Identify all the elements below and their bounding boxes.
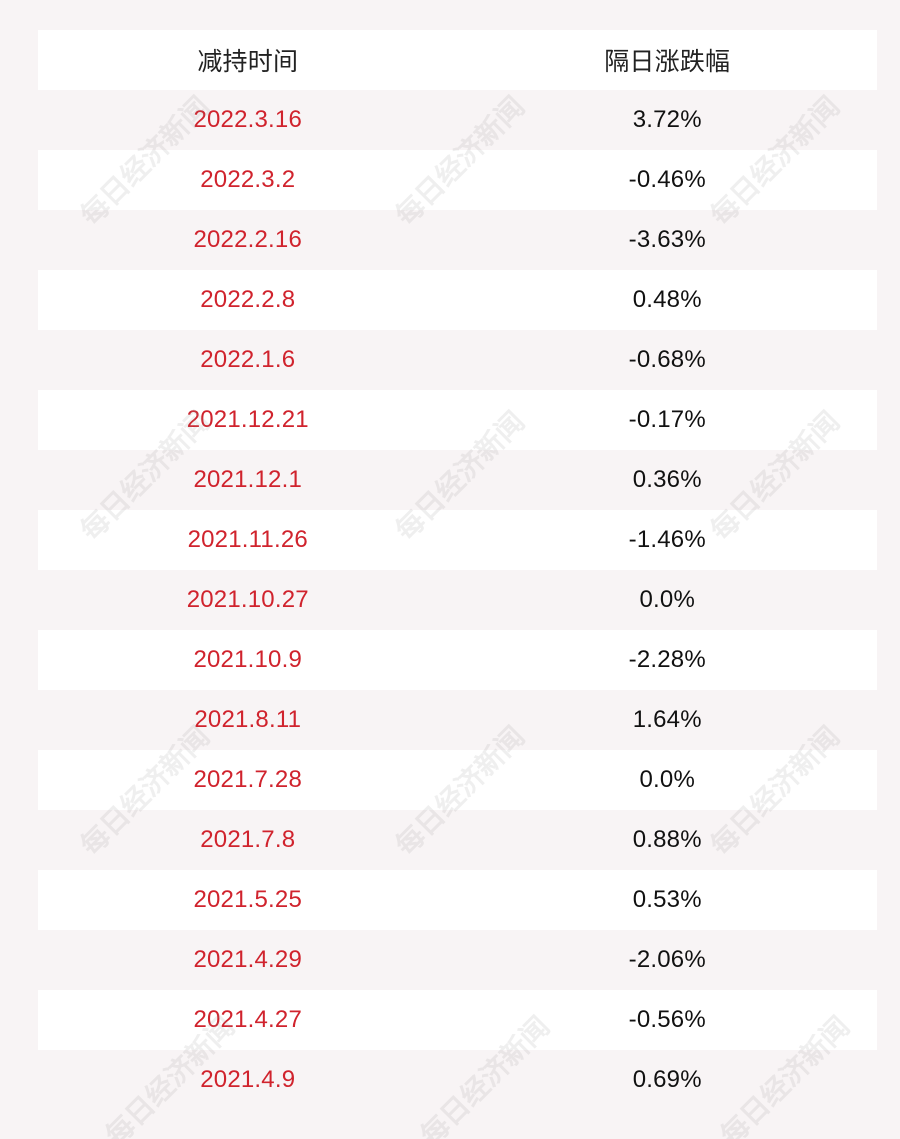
- change-cell: -0.56%: [628, 1006, 706, 1033]
- change-cell: 0.0%: [639, 766, 695, 793]
- date-cell: 2021.10.9: [193, 646, 303, 673]
- date-cell: 2022.1.6: [200, 346, 296, 373]
- change-cell: 1.64%: [632, 706, 702, 733]
- date-cell: 2021.4.29: [193, 946, 303, 973]
- date-cell: 2022.2.16: [193, 226, 303, 253]
- change-cell: 0.88%: [632, 826, 702, 853]
- table-row: 2022.3.2 -0.46%: [38, 150, 877, 210]
- change-cell: 0.53%: [632, 886, 702, 913]
- date-cell: 2021.11.26: [187, 526, 308, 553]
- table-row: 2021.4.9 0.69%: [38, 1050, 877, 1110]
- change-cell: 3.72%: [632, 106, 702, 133]
- table-row: 2021.11.26 -1.46%: [38, 510, 877, 570]
- date-cell: 2021.8.11: [194, 706, 302, 733]
- date-cell: 2022.3.2: [200, 166, 296, 193]
- table-row: 2021.7.8 0.88%: [38, 810, 877, 870]
- change-cell: -1.46%: [628, 526, 706, 553]
- change-cell: -2.28%: [628, 646, 706, 673]
- date-cell: 2021.12.21: [186, 406, 309, 433]
- header-change: 隔日涨跌幅: [604, 48, 731, 76]
- table-row: 2021.8.11 1.64%: [38, 690, 877, 750]
- change-cell: 0.0%: [639, 586, 695, 613]
- table-row: 2022.2.16 -3.63%: [38, 210, 877, 270]
- table-header-row: 减持时间 隔日涨跌幅: [38, 30, 877, 90]
- change-cell: -3.63%: [628, 226, 706, 253]
- table-row: 2021.4.29 -2.06%: [38, 930, 877, 990]
- table-row: 2022.3.16 3.72%: [38, 90, 877, 150]
- date-cell: 2021.5.25: [193, 886, 303, 913]
- change-cell: -0.68%: [628, 346, 706, 373]
- date-cell: 2021.10.27: [186, 586, 309, 613]
- change-cell: 0.69%: [632, 1066, 702, 1093]
- change-cell: -2.06%: [628, 946, 706, 973]
- table-row: 2021.5.25 0.53%: [38, 870, 877, 930]
- table-row: 2022.1.6 -0.68%: [38, 330, 877, 390]
- table-row: 2021.10.9 -2.28%: [38, 630, 877, 690]
- date-cell: 2022.3.16: [193, 106, 303, 133]
- table-row: 2022.2.8 0.48%: [38, 270, 877, 330]
- table-row: 2021.12.1 0.36%: [38, 450, 877, 510]
- table-row: 2021.4.27 -0.56%: [38, 990, 877, 1050]
- date-cell: 2021.4.9: [200, 1066, 296, 1093]
- change-cell: -0.17%: [628, 406, 706, 433]
- table-row: 2021.10.27 0.0%: [38, 570, 877, 630]
- table-row: 2021.12.21 -0.17%: [38, 390, 877, 450]
- date-cell: 2021.4.27: [193, 1006, 303, 1033]
- table-row: 2021.7.28 0.0%: [38, 750, 877, 810]
- date-cell: 2021.7.28: [193, 766, 303, 793]
- change-cell: 0.48%: [632, 286, 702, 313]
- change-cell: 0.36%: [632, 466, 702, 493]
- date-cell: 2021.7.8: [200, 826, 296, 853]
- date-cell: 2021.12.1: [193, 466, 303, 493]
- date-cell: 2022.2.8: [200, 286, 296, 313]
- reduction-table: 减持时间 隔日涨跌幅 2022.3.16 3.72% 2022.3.2 -0.4…: [38, 30, 877, 1110]
- header-date: 减持时间: [197, 48, 299, 76]
- change-cell: -0.46%: [628, 166, 706, 193]
